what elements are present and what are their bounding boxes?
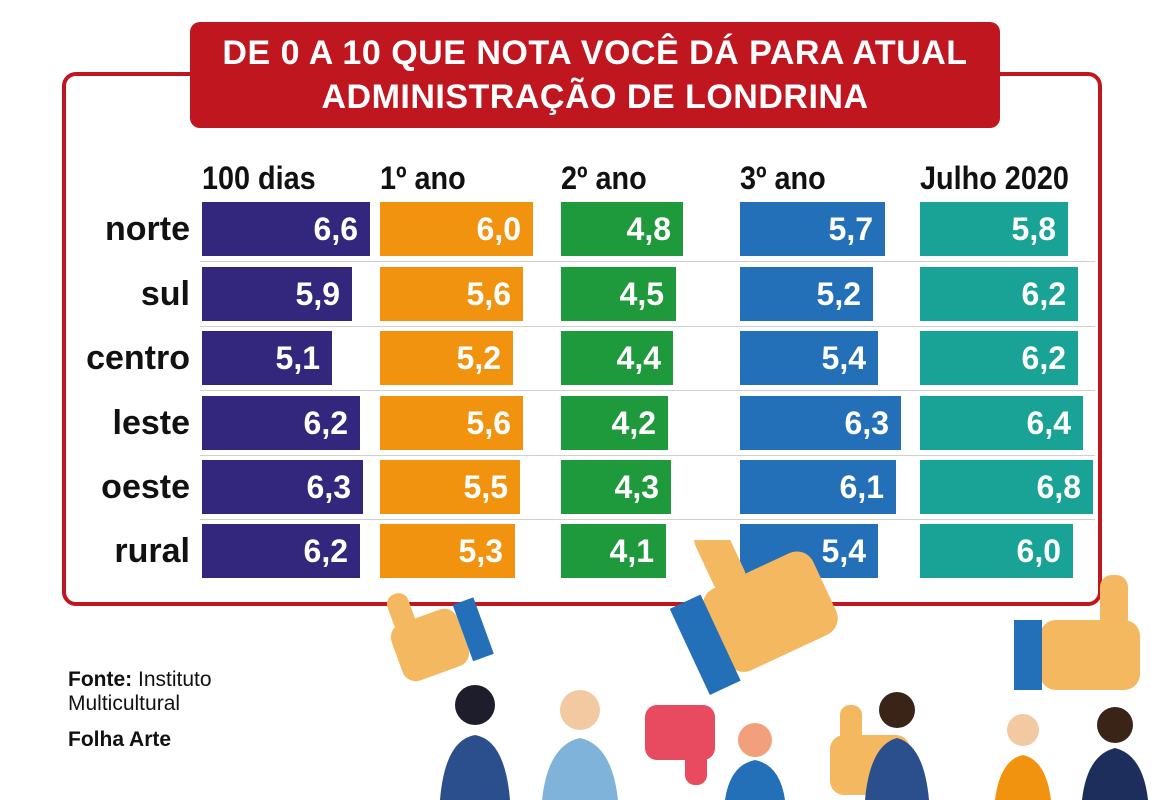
title-banner: DE 0 A 10 QUE NOTA VOCÊ DÁ PARA ATUAL AD… bbox=[190, 22, 1000, 128]
category-label-oeste: oeste bbox=[101, 468, 190, 506]
bar-1-ano-oeste: 5,5 bbox=[380, 460, 520, 514]
bar-1-ano-centro: 5,2 bbox=[380, 331, 513, 385]
series-header-julho-2020: Julho 2020 bbox=[920, 160, 1069, 196]
title-line-1: DE 0 A 10 QUE NOTA VOCÊ DÁ PARA ATUAL bbox=[222, 34, 968, 72]
bar-julho-2020-sul: 6,2 bbox=[920, 267, 1078, 321]
data-label: 4,4 bbox=[616, 340, 661, 376]
thumbs-down-icon bbox=[645, 705, 715, 785]
data-label: 4,1 bbox=[609, 533, 654, 569]
source-label: Fonte: bbox=[68, 668, 133, 691]
bar-3-ano-sul: 5,2 bbox=[740, 267, 873, 321]
source-line-2: Multicultural bbox=[68, 692, 181, 715]
data-label: 4,5 bbox=[619, 276, 664, 312]
bar-2-ano-rural: 4,1 bbox=[561, 524, 666, 578]
row-separator bbox=[200, 326, 1095, 327]
data-label: 5,7 bbox=[828, 211, 873, 247]
bar-100-dias-sul: 5,9 bbox=[202, 267, 352, 321]
bar-3-ano-oeste: 6,1 bbox=[740, 460, 896, 514]
data-label: 6,2 bbox=[1021, 276, 1066, 312]
bar-100-dias-centro: 5,1 bbox=[202, 331, 332, 385]
category-label-sul: sul bbox=[140, 275, 190, 313]
data-label: 4,8 bbox=[626, 211, 671, 247]
data-label: 6,1 bbox=[839, 469, 884, 505]
category-label-rural: rural bbox=[114, 532, 190, 570]
data-label: 5,5 bbox=[463, 469, 508, 505]
data-label: 4,3 bbox=[614, 469, 659, 505]
bar-100-dias-leste: 6,2 bbox=[202, 396, 360, 450]
bar-julho-2020-oeste: 6,8 bbox=[920, 460, 1093, 514]
series-header-2-ano: 2º ano bbox=[561, 160, 647, 196]
series-header-1-ano: 1º ano bbox=[380, 160, 466, 196]
bar-julho-2020-leste: 6,4 bbox=[920, 396, 1083, 450]
data-label: 6,4 bbox=[1026, 405, 1071, 441]
data-label: 5,4 bbox=[821, 340, 866, 376]
row-separator bbox=[200, 261, 1095, 262]
bar-2-ano-sul: 4,5 bbox=[561, 267, 676, 321]
series-header-3-ano: 3º ano bbox=[740, 160, 826, 196]
bar-1-ano-rural: 5,3 bbox=[380, 524, 515, 578]
bar-3-ano-leste: 6,3 bbox=[740, 396, 901, 450]
row-separator bbox=[200, 519, 1095, 520]
data-label: 6,3 bbox=[306, 469, 351, 505]
bar-2-ano-oeste: 4,3 bbox=[561, 460, 671, 514]
credit-label: Folha Arte bbox=[68, 728, 172, 751]
source-line-1: Instituto bbox=[138, 668, 212, 691]
data-label: 6,2 bbox=[1021, 340, 1066, 376]
data-label: 5,4 bbox=[821, 533, 866, 569]
thumbs-up-icon bbox=[386, 593, 494, 682]
bar-1-ano-sul: 5,6 bbox=[380, 267, 523, 321]
data-label: 4,2 bbox=[611, 405, 656, 441]
bar-julho-2020-norte: 5,8 bbox=[920, 202, 1068, 256]
data-label: 5,8 bbox=[1011, 211, 1056, 247]
source-note: Fonte: Instituto Multicultural bbox=[68, 668, 212, 716]
category-label-leste: leste bbox=[112, 404, 191, 442]
data-label: 5,2 bbox=[816, 276, 861, 312]
bar-2-ano-leste: 4,2 bbox=[561, 396, 668, 450]
row-separator bbox=[200, 390, 1095, 391]
bar-3-ano-norte: 5,7 bbox=[740, 202, 885, 256]
bar-1-ano-leste: 5,6 bbox=[380, 396, 523, 450]
thumbs-up-icon bbox=[669, 540, 838, 696]
series-header-100-dias: 100 dias bbox=[202, 160, 316, 196]
category-label-norte: norte bbox=[105, 210, 190, 248]
bar-2-ano-centro: 4,4 bbox=[561, 331, 673, 385]
bar-2-ano-norte: 4,8 bbox=[561, 202, 683, 256]
bar-100-dias-rural: 6,2 bbox=[202, 524, 360, 578]
data-label: 6,2 bbox=[303, 533, 348, 569]
bar-1-ano-norte: 6,0 bbox=[380, 202, 533, 256]
data-label: 6,6 bbox=[313, 211, 358, 247]
data-label: 5,6 bbox=[466, 405, 511, 441]
bar-100-dias-oeste: 6,3 bbox=[202, 460, 363, 514]
data-label: 6,8 bbox=[1036, 469, 1081, 505]
category-label-centro: centro bbox=[86, 339, 190, 377]
data-label: 5,3 bbox=[458, 533, 503, 569]
data-label: 5,2 bbox=[456, 340, 501, 376]
data-label: 5,6 bbox=[466, 276, 511, 312]
bar-100-dias-norte: 6,6 bbox=[202, 202, 370, 256]
data-label: 6,3 bbox=[844, 405, 889, 441]
data-label: 5,9 bbox=[295, 276, 340, 312]
data-label: 6,2 bbox=[303, 405, 348, 441]
thumbs-up-icon bbox=[1014, 575, 1140, 690]
illustration bbox=[386, 540, 1148, 800]
bar-julho-2020-centro: 6,2 bbox=[920, 331, 1078, 385]
row-separator bbox=[200, 455, 1095, 456]
bar-julho-2020-rural: 6,0 bbox=[920, 524, 1073, 578]
data-label: 5,1 bbox=[275, 340, 320, 376]
data-label: 6,0 bbox=[1016, 533, 1061, 569]
title-line-2: ADMINISTRAÇÃO DE LONDRINA bbox=[321, 78, 869, 116]
bar-3-ano-centro: 5,4 bbox=[740, 331, 878, 385]
people-icon bbox=[440, 685, 1148, 800]
data-label: 6,0 bbox=[476, 211, 521, 247]
